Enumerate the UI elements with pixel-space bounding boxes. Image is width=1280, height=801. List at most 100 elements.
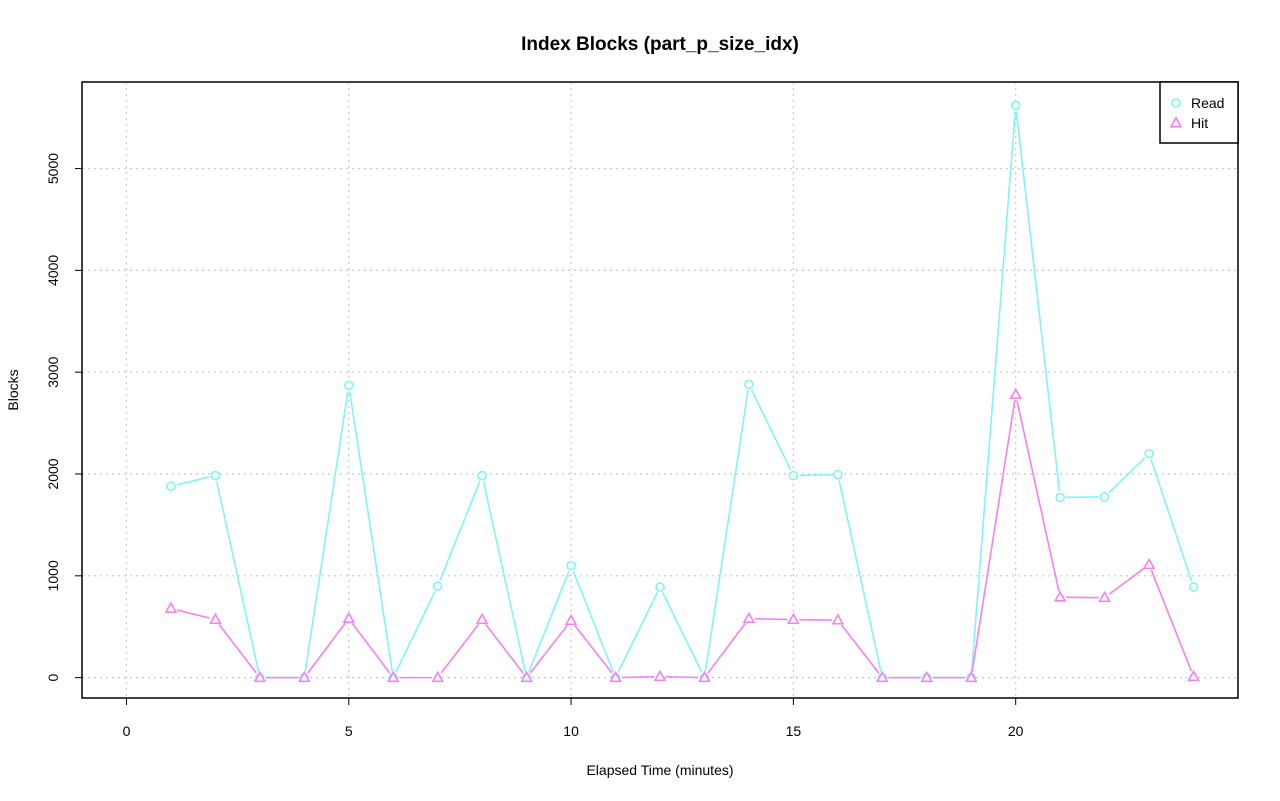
series-read-segment	[617, 592, 659, 673]
series-hit-point	[520, 670, 533, 683]
series-hit-segment	[971, 400, 1016, 672]
series-hit-segment	[485, 623, 524, 674]
series-read-segment	[750, 389, 792, 471]
x-tick-label: 15	[786, 723, 802, 739]
series-hit-point	[698, 670, 711, 683]
series-read-point	[1188, 582, 1199, 592]
series-hit-point	[298, 670, 311, 683]
series-hit-point	[475, 612, 489, 625]
y-axis-label: Blocks	[5, 369, 21, 410]
series-hit-point	[342, 611, 356, 624]
grid	[82, 82, 1238, 698]
series-hit-segment	[1016, 400, 1060, 592]
series-read-segment	[395, 591, 436, 673]
x-axis: 0 5 10 15 20	[123, 697, 1024, 739]
legend-marker-read	[1171, 98, 1181, 108]
series-read-point	[566, 560, 576, 571]
series-hit-segment	[707, 622, 746, 674]
series-read-segment	[215, 481, 260, 672]
series-read-segment	[176, 476, 210, 486]
series-hit-point	[431, 670, 444, 683]
series-hit-segment	[1150, 569, 1193, 672]
x-tick-label: 0	[123, 723, 131, 739]
series-read-segment	[970, 111, 1017, 672]
series-read-point	[655, 582, 665, 592]
y-tick-label: 4000	[45, 255, 61, 286]
series-hit-point	[831, 613, 845, 625]
y-tick-label: 5000	[45, 153, 61, 184]
series-read-segment	[1150, 459, 1193, 582]
series-read-segment	[482, 481, 527, 672]
series-read-segment	[838, 480, 882, 672]
series-hit-point	[653, 669, 667, 682]
y-tick-label: 3000	[45, 356, 61, 387]
series-hit-segment	[1108, 567, 1145, 595]
series-hit-point	[1098, 590, 1111, 603]
series-read-point	[210, 470, 221, 481]
series-hit-segment	[529, 624, 569, 674]
legend-label-hit: Hit	[1191, 115, 1208, 131]
series-read-segment	[799, 473, 832, 477]
series-hit-point	[564, 613, 578, 626]
series-read-segment	[661, 592, 703, 673]
series-hit-point	[787, 612, 800, 625]
series-hit-segment	[840, 624, 880, 674]
series-hit-point	[920, 670, 934, 683]
series-hit-point	[164, 601, 178, 613]
x-tick-label: 5	[345, 723, 353, 739]
series-read	[166, 100, 1199, 683]
series-read-segment	[1015, 111, 1061, 492]
series-read-point	[343, 380, 354, 391]
series-hit-segment	[665, 675, 699, 679]
y-tick-label: 1000	[45, 560, 61, 591]
series-read-segment	[528, 570, 570, 673]
series-hit-point	[1187, 669, 1200, 682]
series-hit-point	[1009, 387, 1022, 400]
series-hit-segment	[307, 622, 346, 674]
series-hit-point	[964, 670, 978, 683]
legend: Read Hit	[1159, 81, 1239, 144]
series-hit-point	[609, 670, 622, 683]
y-tick-label: 0	[45, 674, 61, 682]
series-hit-segment	[574, 624, 613, 674]
series-read-segment	[572, 570, 615, 673]
series-read-point	[788, 470, 799, 481]
series-hit-point	[253, 670, 267, 683]
series-read-segment	[439, 480, 481, 581]
series-layer	[164, 100, 1200, 683]
series-read-point	[833, 469, 843, 480]
series-hit-point	[742, 611, 756, 624]
legend-label-read: Read	[1191, 95, 1224, 111]
series-read-point	[1010, 100, 1021, 111]
series-hit-segment	[351, 622, 391, 674]
plot-frame	[81, 81, 1239, 699]
y-axis: 0 1000 2000 3000 4000 5000	[45, 153, 83, 682]
series-read-segment	[704, 390, 749, 672]
series-read-segment	[304, 391, 349, 672]
y-tick-label: 2000	[45, 458, 61, 489]
chart-title: Index Blocks (part_p_size_idx)	[521, 34, 799, 55]
series-read-point	[1144, 448, 1154, 459]
series-read-point	[1099, 492, 1110, 502]
series-hit-segment	[754, 617, 788, 621]
series-hit-segment	[218, 623, 257, 674]
series-hit	[164, 387, 1200, 683]
series-hit-point	[1142, 557, 1156, 570]
series-hit-point	[209, 612, 222, 625]
series-hit-segment	[440, 623, 480, 674]
series-hit-point	[876, 670, 889, 683]
x-axis-label: Elapsed Time (minutes)	[586, 762, 733, 778]
series-hit-segment	[176, 609, 210, 619]
legend-marker-hit	[1169, 116, 1183, 128]
x-tick-label: 20	[1008, 723, 1024, 739]
x-tick-label: 10	[563, 723, 579, 739]
series-hit-point	[1053, 590, 1067, 602]
series-read-point	[744, 379, 754, 390]
legend-box	[1159, 81, 1239, 144]
series-read-segment	[1108, 457, 1146, 494]
series-hit-segment	[621, 675, 655, 679]
series-read-point	[166, 481, 176, 492]
series-read-point	[1055, 492, 1065, 503]
series-hit-point	[386, 670, 400, 683]
